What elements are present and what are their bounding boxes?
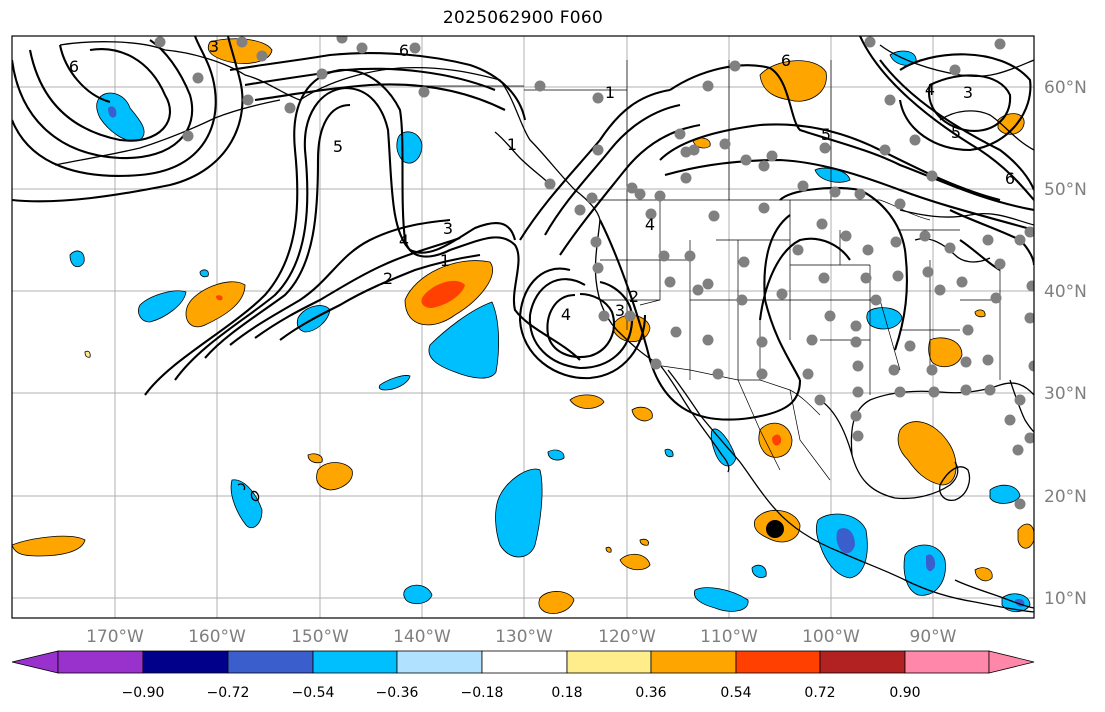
colorbar-tick-label: −0.90 (122, 685, 165, 701)
contour-label: 6 (69, 57, 79, 76)
contour-label: 4 (561, 305, 571, 324)
colorbar-extend-max (988, 650, 1035, 674)
colorbar-bin (227, 650, 314, 674)
colorbar-tick-label: 0.18 (551, 685, 582, 701)
contour-label: 1 (507, 135, 517, 154)
colorbar-ticks: −0.90 −0.72 −0.54 −0.36 −0.18 0.18 0.36 … (122, 685, 921, 701)
contour-label: 1 (440, 251, 450, 270)
state-borders (420, 60, 1001, 481)
colorbar-tick-label: 0.90 (889, 685, 920, 701)
contour-label: 5 (821, 125, 831, 144)
lon-label-150w: 150°W (291, 627, 349, 647)
map-title: 2025062900 F060 (442, 8, 604, 28)
contour-label: 1 (605, 83, 615, 102)
colorbar-tick-label: 0.54 (720, 685, 751, 701)
lon-label-160w: 160°W (188, 627, 246, 647)
coastlines (54, 41, 1034, 613)
lat-label-20n: 20°N (1044, 487, 1087, 507)
lat-label-10n: 10°N (1044, 589, 1087, 609)
contour-label: 3 (209, 37, 219, 56)
lat-label-60n: 60°N (1044, 78, 1087, 98)
map-frame (11, 35, 1035, 619)
colorbar-bin (396, 650, 483, 674)
lon-label-140w: 140°W (393, 627, 451, 647)
colorbar-tick-label: −0.54 (292, 685, 335, 701)
colorbar-bin (481, 650, 568, 674)
contour-label: 4 (925, 80, 935, 99)
colorbar-tick-label: 0.72 (804, 685, 835, 701)
station-markers (154, 36, 1034, 510)
contour-label: 6 (399, 41, 409, 60)
colorbar-bin (904, 650, 990, 674)
contour-label: 3 (443, 219, 453, 238)
contour-label: 4 (399, 231, 409, 250)
contour-label: 6 (1005, 169, 1015, 188)
storm-center-marker (766, 520, 784, 538)
lon-label-110w: 110°W (700, 627, 758, 647)
lat-label-50n: 50°N (1044, 180, 1087, 200)
colorbar-bin (57, 650, 144, 674)
colorbar-tick-label: −0.36 (376, 685, 419, 701)
colorbar-bin (650, 650, 737, 674)
shaded-anomalies (12, 38, 1034, 614)
contour-labels: 6 3 4 6 5 2 4 3 1 1 2 3 4 5 6 3 4 5 6 1 (69, 37, 1015, 324)
lat-label-40n: 40°N (1044, 282, 1087, 302)
colorbar-bin (735, 650, 821, 674)
colorbar-bin (819, 650, 906, 674)
colorbar-bin (142, 650, 229, 674)
contour-label: 3 (963, 83, 973, 102)
contour-label: 4 (645, 215, 655, 234)
colorbar-bin (566, 650, 652, 674)
contour-label: 5 (951, 123, 961, 142)
colorbar-extend-min (11, 650, 59, 674)
contour-label: 5 (333, 137, 343, 156)
contour-label: 3 (615, 301, 625, 320)
latitude-labels: 60°N 50°N 40°N 30°N 20°N 10°N (1044, 78, 1087, 609)
lon-label-90w: 90°W (910, 627, 957, 647)
lon-label-120w: 120°W (598, 627, 656, 647)
contour-lines (12, 36, 1034, 421)
lon-label-170w: 170°W (86, 627, 144, 647)
colorbar-tick-label: −0.72 (207, 685, 250, 701)
contour-label: 2 (383, 269, 393, 288)
lon-label-130w: 130°W (495, 627, 553, 647)
colorbar-tick-label: −0.18 (461, 685, 504, 701)
lat-label-30n: 30°N (1044, 384, 1087, 404)
longitude-labels: 170°W 160°W 150°W 140°W 130°W 120°W 110°… (86, 627, 957, 647)
colorbar-bin (312, 650, 398, 674)
lon-label-100w: 100°W (802, 627, 860, 647)
contour-label: 2 (629, 287, 639, 306)
colorbar-tick-label: 0.36 (635, 685, 666, 701)
contour-label: 6 (781, 51, 791, 70)
colorbar (11, 650, 1035, 674)
